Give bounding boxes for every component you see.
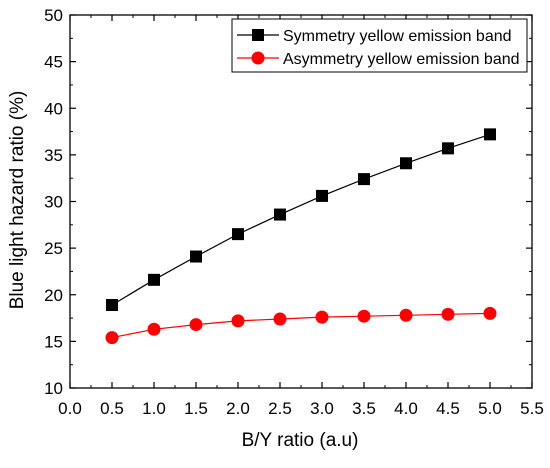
x-tick-label: 5.0 xyxy=(478,399,502,418)
y-tick-label: 50 xyxy=(44,6,63,25)
y-tick-label: 45 xyxy=(44,53,63,72)
x-tick-label: 4.0 xyxy=(394,399,418,418)
legend-label-symmetry: Symmetry yellow emission band xyxy=(283,28,512,45)
x-tick-label: 0.0 xyxy=(58,399,82,418)
x-axis-label: B/Y ratio (a.u) xyxy=(242,430,359,451)
y-tick-label: 30 xyxy=(44,193,63,212)
y-tick-label: 35 xyxy=(44,146,63,165)
data-point-asymmetry xyxy=(273,312,287,326)
y-tick-label: 25 xyxy=(44,239,63,258)
data-point-asymmetry xyxy=(441,307,455,321)
data-point-asymmetry xyxy=(483,306,497,320)
data-point-symmetry xyxy=(148,273,160,286)
data-point-symmetry xyxy=(106,299,118,312)
legend-marker-symmetry xyxy=(252,29,264,41)
x-tick-label: 2.5 xyxy=(268,399,292,418)
legend-marker-asymmetry xyxy=(251,51,265,65)
data-point-asymmetry xyxy=(357,309,371,323)
data-point-asymmetry xyxy=(189,318,203,332)
data-point-symmetry xyxy=(442,142,454,155)
x-tick-label: 3.0 xyxy=(310,399,334,418)
data-point-asymmetry xyxy=(399,308,413,322)
series-line-asymmetry xyxy=(111,312,491,339)
data-point-asymmetry xyxy=(147,322,161,336)
x-tick-label: 4.5 xyxy=(436,399,460,418)
data-point-symmetry xyxy=(400,157,412,170)
x-tick-label: 3.5 xyxy=(352,399,376,418)
y-tick-label: 40 xyxy=(44,99,63,118)
y-axis-label: Blue light hazard ratio (%) xyxy=(7,91,28,310)
series-line-symmetry xyxy=(111,133,491,306)
x-tick-label: 2.0 xyxy=(226,399,250,418)
legend-label-asymmetry: Asymmetry yellow emission band xyxy=(283,51,520,68)
x-tick-label: 1.5 xyxy=(184,399,208,418)
y-tick-label: 10 xyxy=(44,379,63,398)
data-point-symmetry xyxy=(232,228,244,241)
data-point-asymmetry xyxy=(105,331,119,345)
data-point-symmetry xyxy=(316,189,328,202)
y-tick-label: 15 xyxy=(44,332,63,351)
data-point-asymmetry xyxy=(231,314,245,328)
x-tick-label: 1.0 xyxy=(142,399,166,418)
data-point-symmetry xyxy=(484,128,496,141)
x-tick-label: 0.5 xyxy=(100,399,124,418)
data-point-symmetry xyxy=(358,173,370,186)
data-point-asymmetry xyxy=(315,310,329,324)
x-tick-label: 5.5 xyxy=(520,399,544,418)
legend-box xyxy=(231,18,528,73)
data-point-symmetry xyxy=(190,250,202,263)
data-point-symmetry xyxy=(274,208,286,221)
y-tick-label: 20 xyxy=(44,286,63,305)
